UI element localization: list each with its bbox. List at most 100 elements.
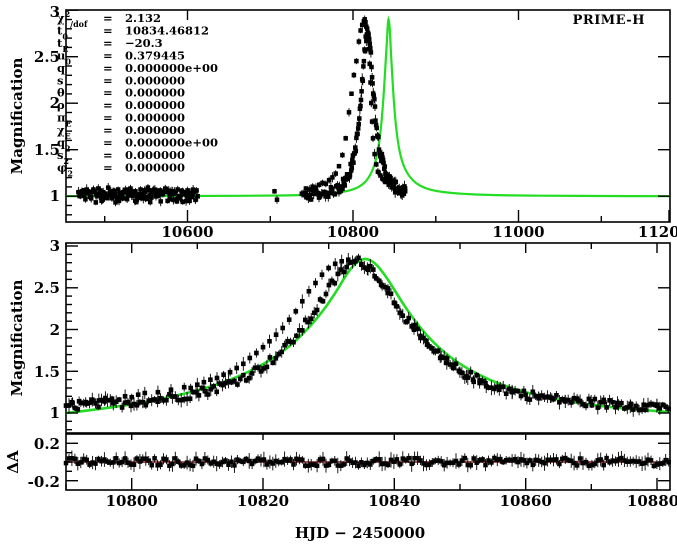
data-point: [349, 91, 354, 96]
data-point: [273, 356, 279, 361]
data-point: [368, 263, 373, 269]
data-point: [108, 189, 114, 194]
data-point: [592, 396, 598, 402]
data-point: [341, 269, 347, 275]
param-value-2: −20.3: [125, 36, 163, 50]
data-point: [397, 310, 403, 316]
data-point: [125, 399, 131, 405]
data-point: [326, 177, 332, 183]
data-point: [323, 181, 329, 187]
data-point: [393, 179, 399, 185]
data-point: [376, 457, 382, 462]
data-point: [627, 403, 633, 409]
data-point: [153, 194, 159, 199]
data-point: [116, 198, 122, 204]
data-point: [427, 462, 432, 467]
data-point: [353, 148, 359, 154]
param-value-9: 0.000000: [125, 123, 185, 137]
data-point: [589, 403, 595, 408]
data-point: [415, 326, 420, 332]
data-point: [453, 361, 459, 367]
data-point: [359, 89, 364, 94]
data-point: [362, 48, 368, 54]
data-point: [349, 165, 355, 171]
data-point: [368, 50, 374, 55]
data-point: [270, 360, 276, 366]
data-point: [355, 131, 360, 137]
data-point: [557, 461, 562, 467]
data-point: [394, 304, 400, 309]
top-ytick-2: 2: [50, 94, 60, 112]
data-point: [371, 93, 377, 98]
data-point: [72, 456, 78, 462]
data-point: [506, 386, 512, 392]
data-point: [205, 457, 211, 463]
param-value-5: 0.000000: [125, 73, 185, 87]
top-y-ticks: [66, 9, 670, 216]
data-point: [326, 265, 331, 271]
data-point: [359, 460, 364, 465]
data-point: [282, 342, 287, 348]
data-point: [367, 41, 372, 46]
data-point: [471, 379, 477, 385]
data-point: [474, 460, 479, 465]
data-point: [176, 459, 181, 464]
data-point: [444, 356, 450, 361]
data-point: [332, 458, 338, 464]
data-point: [142, 188, 147, 193]
param-equals-2: =: [103, 36, 113, 50]
data-point: [382, 164, 388, 169]
bot-xtick-10860: 10860: [500, 492, 552, 510]
top-data-points: [76, 15, 408, 207]
data-point: [613, 405, 618, 410]
residual-x-ticks: [65, 434, 658, 490]
param-value-12: 0.000000: [125, 160, 185, 174]
data-point: [158, 199, 163, 204]
data-point: [112, 188, 117, 194]
param-name-2: tE: [57, 36, 68, 54]
data-point: [592, 461, 598, 467]
data-point: [633, 403, 639, 409]
data-point: [370, 81, 375, 86]
residual-panel: 0.2 -0.2 ΔA 10800 10820 10840 10860 1088…: [4, 433, 677, 542]
data-point: [577, 456, 583, 461]
data-point: [152, 456, 157, 461]
data-point: [361, 64, 366, 69]
data-point: [319, 272, 325, 278]
data-point: [86, 189, 92, 195]
data-point: [574, 463, 580, 468]
data-point: [660, 461, 666, 466]
data-point: [406, 315, 412, 321]
data-point: [403, 319, 409, 325]
data-point: [409, 461, 414, 467]
data-point: [307, 192, 313, 198]
top-xtick-10600: 10600: [161, 223, 213, 241]
data-point: [134, 199, 139, 205]
param-equals-6: =: [103, 86, 113, 100]
data-point: [441, 462, 447, 468]
data-point: [143, 402, 149, 408]
middle-yaxis-title: Magnification: [8, 280, 26, 397]
middle-y-ticks: [66, 245, 670, 431]
data-point: [374, 162, 379, 167]
data-point: [261, 457, 267, 462]
data-point: [96, 404, 101, 410]
data-point: [238, 376, 243, 382]
data-point: [468, 369, 474, 375]
param-value-0: 2.132: [125, 11, 161, 25]
data-point: [391, 459, 397, 464]
data-point: [666, 459, 671, 465]
data-point: [142, 390, 148, 396]
data-point: [512, 456, 518, 462]
data-point: [75, 407, 81, 412]
data-point: [181, 463, 187, 468]
data-point: [88, 196, 94, 201]
resid-ytick-pos: 0.2: [34, 435, 60, 453]
data-point: [196, 393, 202, 398]
data-point: [369, 100, 374, 106]
data-point: [366, 36, 372, 42]
data-point: [515, 459, 521, 465]
param-value-7: 0.000000: [125, 98, 185, 112]
data-point: [247, 355, 253, 361]
data-point: [530, 389, 536, 395]
